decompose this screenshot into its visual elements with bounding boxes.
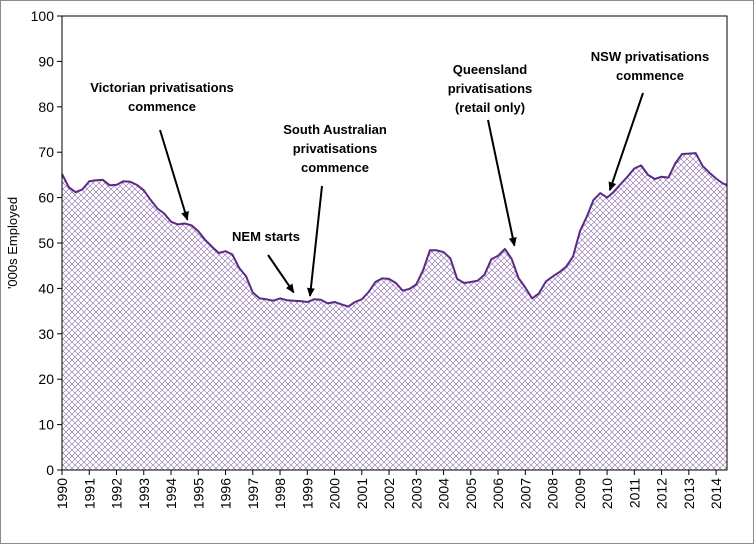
x-tick-label: 2002 — [381, 478, 397, 509]
x-tick-label: 2010 — [599, 478, 615, 509]
x-tick-label: 1996 — [218, 478, 234, 509]
x-tick-label: 2004 — [436, 478, 452, 509]
y-tick-label: 80 — [38, 99, 54, 115]
y-tick-label: 60 — [38, 190, 54, 206]
annotation-label: Victorian privatisations commence — [90, 80, 234, 114]
x-tick-label: 1991 — [81, 478, 97, 509]
x-tick-label: 1990 — [54, 478, 70, 509]
x-tick-label: 2005 — [463, 478, 479, 509]
y-tick-label: 10 — [38, 417, 54, 433]
annotation-arrow — [267, 254, 295, 294]
y-tick-label: 0 — [46, 462, 54, 478]
annotation-3: South Australian privatisations commence — [283, 122, 387, 298]
x-tick-label: 2013 — [681, 478, 697, 509]
annotation-label: South Australian privatisations commence — [283, 122, 387, 175]
y-tick-label: 70 — [38, 144, 54, 160]
x-tick-label: 2007 — [517, 478, 533, 509]
x-tick-label: 2003 — [408, 478, 424, 509]
annotation-1: Victorian privatisations commence — [90, 80, 234, 221]
annotation-arrow — [306, 185, 323, 298]
x-tick-label: 1997 — [245, 478, 261, 509]
x-tick-label: 1992 — [109, 478, 125, 509]
x-tick-label: 1998 — [272, 478, 288, 509]
annotation-5: NSW privatisations commence — [591, 49, 709, 192]
annotation-arrow — [608, 92, 644, 192]
y-axis-label: '000s Employed — [5, 197, 20, 289]
annotation-label: Queensland privatisations (retail only) — [448, 62, 533, 115]
y-tick-label: 100 — [31, 8, 55, 24]
x-tick-label: 2001 — [354, 478, 370, 509]
x-tick-label: 2000 — [327, 478, 343, 509]
y-tick-label: 30 — [38, 326, 54, 342]
x-tick-label: 1994 — [163, 478, 179, 509]
annotation-arrow — [159, 129, 189, 221]
annotation-label: NEM starts — [232, 229, 300, 244]
y-tick-label: 20 — [38, 371, 54, 387]
x-tick-label: 2009 — [572, 478, 588, 509]
annotation-4: Queensland privatisations (retail only) — [448, 62, 533, 247]
x-tick-label: 2008 — [545, 478, 561, 509]
employment-area-fill — [62, 153, 727, 470]
annotation-2: NEM starts — [232, 229, 300, 294]
y-tick-label: 50 — [38, 235, 54, 251]
x-tick-label: 2014 — [708, 478, 724, 509]
annotation-label: NSW privatisations commence — [591, 49, 709, 83]
x-tick-label: 2011 — [626, 478, 642, 508]
x-tick-label: 1993 — [136, 478, 152, 509]
x-tick-label: 2006 — [490, 478, 506, 509]
x-tick-label: 1999 — [299, 478, 315, 509]
y-tick-label: 90 — [38, 53, 54, 69]
employment-series-line — [61, 152, 728, 308]
y-tick-label: 40 — [38, 280, 54, 296]
x-tick-label: 1995 — [190, 478, 206, 509]
x-tick-label: 2012 — [654, 478, 670, 509]
annotation-arrow — [487, 119, 517, 247]
